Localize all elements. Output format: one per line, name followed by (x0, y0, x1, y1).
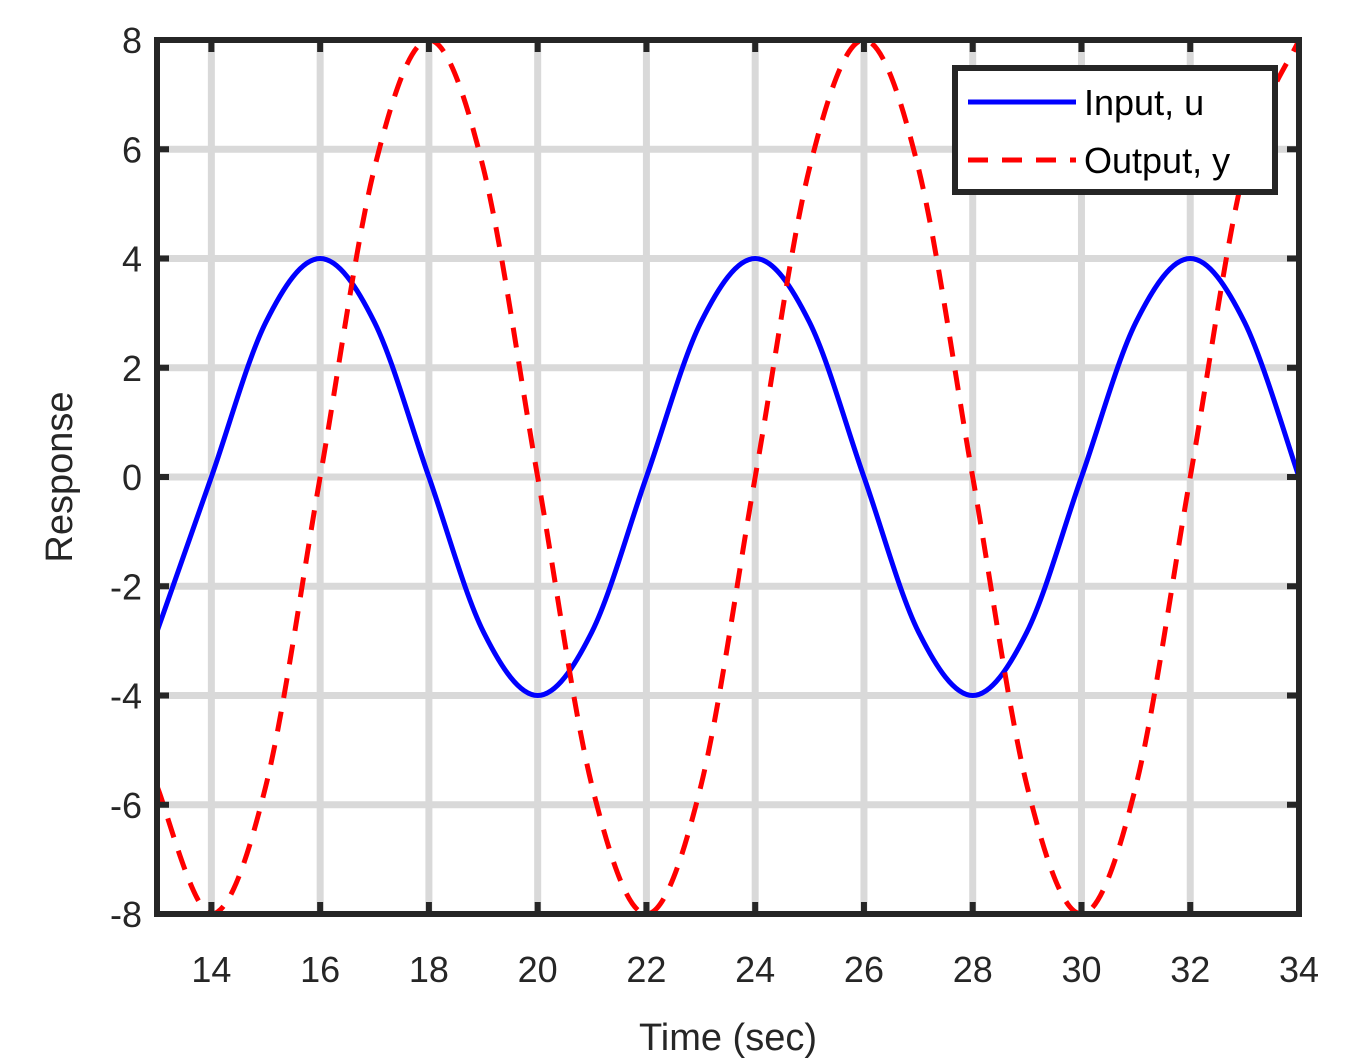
x-tick-label: 24 (735, 949, 775, 990)
series-line-input (154, 256, 1302, 698)
legend: Input, u Output, y (952, 65, 1278, 195)
y-tick-label: 6 (122, 129, 142, 170)
y-tick-label: -8 (110, 894, 142, 935)
x-tick-label: 32 (1170, 949, 1210, 990)
x-tick-label: 16 (300, 949, 340, 990)
x-tick-label: 30 (1061, 949, 1101, 990)
legend-label-output: Output, y (1084, 140, 1230, 181)
legend-box (952, 65, 1278, 195)
x-tick-label: 14 (191, 949, 231, 990)
x-tick-label: 28 (953, 949, 993, 990)
y-axis-label: Response (39, 391, 81, 562)
x-tick-label: 34 (1279, 949, 1319, 990)
x-axis-label: Time (sec) (639, 1017, 817, 1059)
x-tick-label: 20 (518, 949, 558, 990)
tick-marks (157, 37, 1302, 917)
y-tick-label: -6 (110, 785, 142, 826)
y-tick-label: 0 (122, 457, 142, 498)
y-tick-label: 8 (122, 20, 142, 61)
x-tick-label: 18 (409, 949, 449, 990)
y-tick-label: 4 (122, 239, 142, 280)
y-tick-label: -2 (110, 566, 142, 607)
x-tick-label: 22 (626, 949, 666, 990)
x-tick-label: 26 (844, 949, 884, 990)
series-group (154, 37, 1302, 917)
y-tick-label: 2 (122, 348, 142, 389)
legend-label-input: Input, u (1084, 82, 1204, 123)
y-tick-label: -4 (110, 676, 142, 717)
series-line-output (154, 37, 1302, 917)
